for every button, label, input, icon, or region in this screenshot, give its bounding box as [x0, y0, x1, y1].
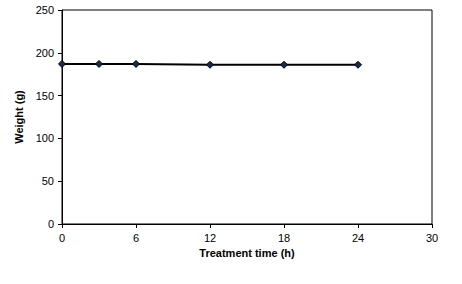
svg-text:30: 30 — [426, 232, 438, 244]
svg-text:0: 0 — [48, 218, 54, 230]
svg-text:100: 100 — [36, 132, 54, 144]
svg-text:18: 18 — [278, 232, 290, 244]
svg-text:0: 0 — [59, 232, 65, 244]
svg-text:24: 24 — [352, 232, 364, 244]
svg-text:Weight (g): Weight (g) — [13, 90, 25, 144]
svg-text:200: 200 — [36, 47, 54, 59]
svg-text:6: 6 — [133, 232, 139, 244]
svg-text:50: 50 — [42, 175, 54, 187]
svg-text:150: 150 — [36, 90, 54, 102]
svg-text:250: 250 — [36, 4, 54, 16]
svg-text:Treatment time (h): Treatment time (h) — [199, 247, 295, 259]
svg-text:12: 12 — [204, 232, 216, 244]
